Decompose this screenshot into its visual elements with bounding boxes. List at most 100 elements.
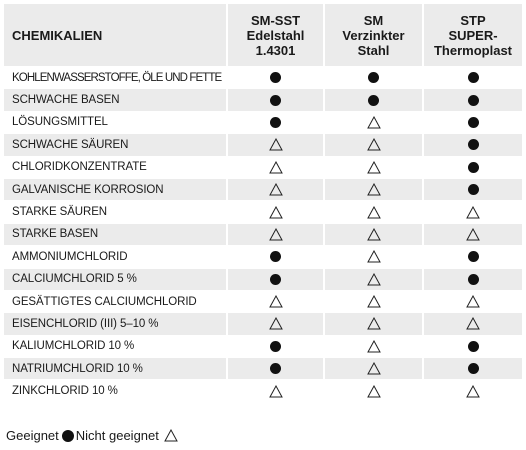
rating-cell: [227, 334, 325, 358]
filled-circle-icon: [467, 340, 479, 352]
filled-circle-icon: [467, 273, 479, 285]
rating-cell: [324, 65, 424, 89]
rating-cell: [227, 177, 325, 201]
rating-cell: [324, 312, 424, 336]
outline-triangle-icon: [268, 317, 283, 330]
rating-cell: [227, 65, 325, 89]
chemical-name: STARKE SÄUREN: [4, 200, 228, 224]
outline-triangle-icon: [366, 160, 381, 174]
chemical-name: ZINKCHLORID 10 %: [4, 379, 228, 402]
outline-triangle-icon: [366, 362, 381, 375]
chemical-name: SCHWACHE BASEN: [4, 88, 228, 112]
rating-cell: [324, 357, 424, 380]
rating-cell: [423, 357, 522, 380]
chemical-name: CALCIUMCHLORID 5 %: [4, 267, 228, 291]
chemical-name: KALIUMCHLORID 10 %: [4, 334, 228, 358]
filled-circle-icon: [467, 139, 479, 151]
outline-triangle-icon: [366, 250, 381, 263]
rating-cell: [423, 379, 522, 402]
filled-circle-icon: [467, 94, 479, 106]
chemical-resistance-table: CHEMIKALIEN SM-SST Edelstahl 1.4301 SM V…: [4, 4, 522, 402]
rating-cell: [227, 155, 325, 179]
rating-cell: [227, 110, 325, 134]
rating-cell: [227, 267, 325, 291]
header-sm: SM Verzinkter Stahl: [324, 4, 424, 67]
rating-cell: [324, 289, 424, 313]
filled-circle-icon: [270, 273, 281, 285]
legend-suitable-label: Geeignet: [6, 428, 59, 443]
filled-circle-icon: [467, 161, 479, 173]
table-row: GESÄTTIGTES CALCIUMCHLORID: [4, 289, 522, 313]
chemical-name: SCHWACHE SÄUREN: [4, 133, 228, 157]
outline-triangle-icon: [164, 429, 178, 442]
chemical-name: GALVANISCHE KORROSION: [4, 177, 228, 201]
rating-cell: [324, 222, 424, 246]
rating-cell: [423, 88, 522, 112]
table-row: AMMONIUMCHLORID: [4, 245, 522, 269]
rating-cell: [227, 379, 325, 402]
outline-triangle-icon: [268, 295, 283, 308]
outline-triangle-icon: [268, 227, 283, 241]
rating-cell: [227, 133, 325, 157]
rating-cell: [423, 267, 522, 291]
chemical-name: STARKE BASEN: [4, 222, 228, 246]
chemical-name: AMMONIUMCHLORID: [4, 245, 228, 269]
filled-circle-icon: [467, 184, 479, 196]
outline-triangle-icon: [366, 138, 381, 151]
rating-cell: [423, 334, 522, 358]
filled-circle-icon: [270, 94, 281, 106]
filled-circle-icon: [467, 116, 479, 128]
rating-cell: [423, 289, 522, 313]
table-row: NATRIUMCHLORID 10 %: [4, 357, 522, 380]
rating-cell: [324, 334, 424, 358]
outline-triangle-icon: [466, 295, 480, 308]
rating-cell: [324, 267, 424, 291]
outline-triangle-icon: [466, 227, 480, 241]
table-row: EISENCHLORID (III) 5–10 %: [4, 312, 522, 336]
rating-cell: [324, 133, 424, 157]
chemical-name: LÖSUNGSMITTEL: [4, 110, 228, 134]
rating-cell: [324, 245, 424, 269]
outline-triangle-icon: [268, 138, 283, 151]
rating-cell: [227, 245, 325, 269]
filled-circle-icon: [368, 94, 379, 106]
rating-cell: [227, 357, 325, 380]
rating-cell: [227, 88, 325, 112]
table-row: GALVANISCHE KORROSION: [4, 177, 522, 201]
rating-cell: [324, 88, 424, 112]
rating-cell: [324, 177, 424, 201]
table-row: SCHWACHE BASEN: [4, 88, 522, 112]
outline-triangle-icon: [466, 384, 480, 398]
table-row: SCHWACHE SÄUREN: [4, 133, 522, 157]
filled-circle-icon: [61, 429, 74, 442]
filled-circle-icon: [270, 72, 281, 84]
rating-cell: [423, 312, 522, 336]
header-sm-sst: SM-SST Edelstahl 1.4301: [227, 4, 325, 67]
table-row: CALCIUMCHLORID 5 %: [4, 267, 522, 291]
table-header: CHEMIKALIEN SM-SST Edelstahl 1.4301 SM V…: [4, 4, 522, 67]
rating-cell: [227, 289, 325, 313]
filled-circle-icon: [467, 251, 479, 263]
table-row: STARKE BASEN: [4, 222, 522, 246]
table-row: CHLORIDKONZENTRATE: [4, 155, 522, 179]
filled-circle-icon: [270, 340, 281, 352]
rating-cell: [423, 200, 522, 224]
legend: Geeignet Nicht geeignet: [6, 428, 178, 443]
chemical-name: NATRIUMCHLORID 10 %: [4, 357, 228, 380]
chemical-name: EISENCHLORID (III) 5–10 %: [4, 312, 228, 336]
chemical-name: KOHLENWASSERSTOFFE, ÖLE UND FETTE: [4, 65, 228, 89]
outline-triangle-icon: [366, 317, 381, 330]
outline-triangle-icon: [366, 115, 381, 129]
table-row: ZINKCHLORID 10 %: [4, 379, 522, 402]
legend-unsuitable-label: Nicht geeignet: [75, 428, 159, 443]
filled-circle-icon: [368, 72, 379, 84]
outline-triangle-icon: [268, 160, 283, 174]
rating-cell: [423, 222, 522, 246]
table-row: LÖSUNGSMITTEL: [4, 110, 522, 134]
chemical-name: CHLORIDKONZENTRATE: [4, 155, 228, 179]
header-chemikalien: CHEMIKALIEN: [4, 4, 228, 67]
rating-cell: [423, 65, 522, 89]
filled-circle-icon: [467, 72, 479, 84]
outline-triangle-icon: [268, 384, 283, 398]
